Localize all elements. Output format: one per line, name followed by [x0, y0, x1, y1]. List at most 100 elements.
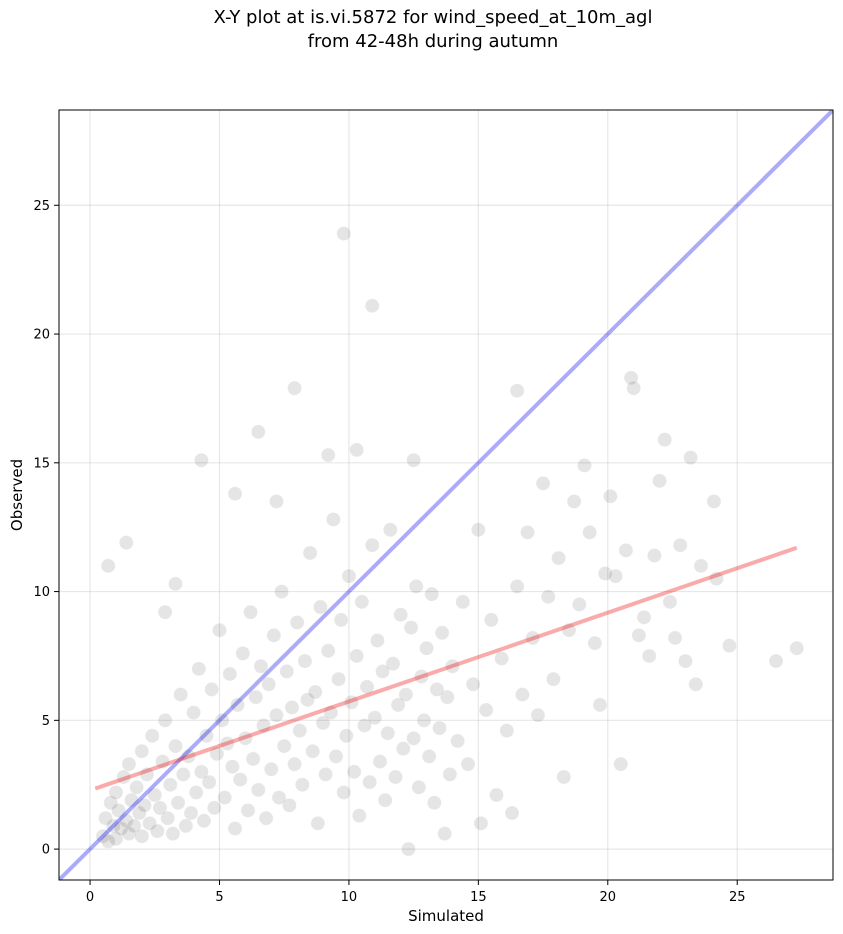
data-point	[245, 751, 261, 767]
data-point	[608, 568, 623, 584]
y-tick-label: 10	[33, 585, 50, 600]
data-point	[424, 586, 440, 602]
data-point	[113, 821, 129, 836]
data-point	[525, 630, 541, 646]
data-point	[602, 488, 618, 504]
data-point	[165, 826, 181, 842]
data-point	[310, 815, 326, 831]
data-point	[398, 687, 414, 702]
data-point	[100, 558, 116, 574]
data-point	[108, 785, 124, 800]
data-point	[157, 712, 173, 728]
data-point	[266, 627, 282, 643]
data-point	[320, 643, 336, 659]
data-point	[530, 707, 546, 723]
chart-title: X-Y plot at is.vi.5872 for wind_speed_at…	[0, 6, 843, 54]
data-point	[131, 805, 147, 821]
data-point	[432, 720, 447, 736]
data-point	[243, 604, 258, 620]
data-point	[489, 787, 504, 803]
data-point	[281, 797, 297, 813]
data-point	[370, 633, 385, 648]
data-point	[419, 640, 434, 656]
data-point	[253, 658, 269, 674]
y-tick-label: 15	[33, 456, 50, 471]
data-point	[385, 656, 401, 672]
data-point	[256, 718, 271, 733]
data-point	[237, 730, 253, 746]
data-point	[100, 833, 116, 849]
x-axis-ticks: 0 5 10 15 20 25	[86, 880, 746, 905]
data-point	[331, 671, 346, 687]
data-point	[566, 494, 582, 509]
data-point	[178, 818, 194, 834]
data-point	[199, 728, 214, 744]
reference-lines	[59, 110, 833, 880]
data-point	[494, 651, 510, 666]
data-point	[470, 522, 486, 538]
data-point	[181, 748, 196, 764]
data-point	[300, 692, 315, 708]
data-point	[789, 640, 805, 656]
data-point	[372, 754, 388, 769]
data-point	[105, 818, 121, 834]
data-point	[672, 537, 688, 553]
data-point	[201, 774, 217, 790]
data-point	[367, 710, 383, 726]
data-point	[294, 777, 310, 793]
data-point	[395, 741, 411, 757]
data-point	[349, 648, 365, 664]
data-point	[362, 774, 378, 790]
data-point	[688, 676, 704, 692]
data-point	[354, 594, 370, 610]
x-tick-label: 15	[470, 890, 487, 905]
chart-title-line-1: X-Y plot at is.vi.5872 for wind_speed_at…	[213, 7, 653, 28]
y-tick-label: 5	[42, 714, 50, 729]
data-point	[437, 826, 453, 842]
x-tick-label: 25	[729, 890, 746, 905]
data-point	[289, 615, 305, 630]
data-point	[455, 594, 471, 610]
data-point	[160, 810, 176, 826]
data-point	[279, 664, 295, 679]
data-point	[183, 805, 199, 821]
data-point	[168, 576, 183, 592]
data-point	[95, 828, 111, 844]
data-point	[111, 803, 126, 818]
data-point	[768, 653, 784, 669]
data-point	[137, 797, 152, 813]
data-point	[196, 813, 212, 829]
y-tick-label: 25	[33, 199, 50, 214]
data-point	[504, 805, 520, 821]
data-point	[359, 679, 375, 695]
data-point	[336, 785, 352, 800]
data-point	[577, 457, 592, 473]
data-point	[121, 756, 137, 772]
data-point	[667, 630, 683, 646]
data-point	[144, 728, 160, 744]
data-point	[191, 661, 207, 677]
y-tick-label: 0	[42, 843, 50, 858]
data-point	[155, 754, 170, 769]
data-point	[509, 383, 525, 399]
data-point	[478, 702, 494, 718]
data-point	[623, 370, 639, 386]
data-point	[406, 730, 422, 746]
data-point	[571, 597, 587, 612]
data-point	[118, 535, 134, 551]
data-point	[305, 743, 321, 759]
y-axis-label: Observed	[8, 459, 26, 531]
data-point	[139, 767, 155, 782]
data-point	[535, 476, 551, 491]
data-point	[134, 743, 150, 759]
data-point	[263, 761, 279, 777]
data-point	[287, 380, 302, 396]
data-point	[227, 486, 243, 502]
data-point	[364, 298, 380, 314]
data-point	[641, 648, 657, 664]
x-tick-label: 10	[341, 890, 358, 905]
data-point	[442, 767, 458, 782]
data-point	[450, 733, 466, 749]
data-point	[157, 604, 173, 620]
